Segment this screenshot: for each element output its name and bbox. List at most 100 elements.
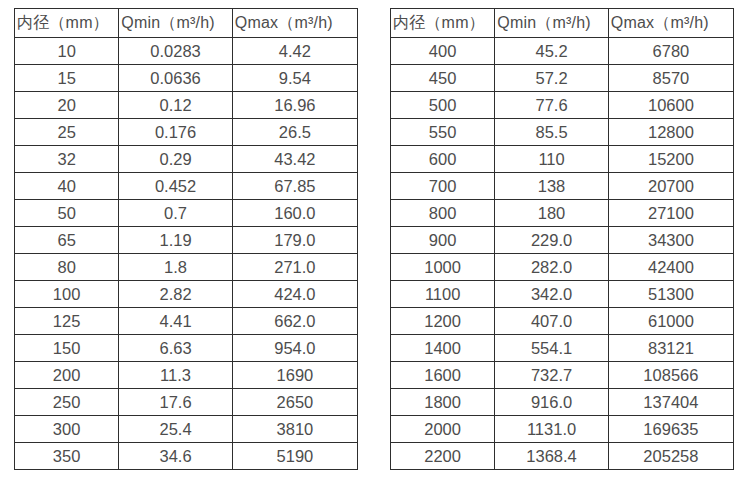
table-cell: 26.5 <box>232 119 357 146</box>
table-cell: 554.1 <box>495 335 609 362</box>
col-header-qmax: Qmax（m³/h) <box>232 9 357 38</box>
table-cell: 250 <box>15 389 119 416</box>
table-cell: 0.0283 <box>119 38 233 65</box>
table-cell: 424.0 <box>232 281 357 308</box>
table-row: 320.2943.42 <box>15 146 358 173</box>
table-cell: 100 <box>15 281 119 308</box>
table-cell: 271.0 <box>232 254 357 281</box>
table-row: 500.7160.0 <box>15 200 358 227</box>
table-cell: 2000 <box>391 416 495 443</box>
table-cell: 150 <box>15 335 119 362</box>
flow-rate-tables: 内径（mm） Qmin（m³/h) Qmax（m³/h) 100.02834.4… <box>0 0 750 470</box>
table-cell: 83121 <box>608 335 733 362</box>
table-cell: 916.0 <box>495 389 609 416</box>
table-cell: 1368.4 <box>495 443 609 470</box>
table-cell: 15200 <box>608 146 733 173</box>
col-header-diameter: 内径（mm） <box>391 9 495 38</box>
table-cell: 8570 <box>608 65 733 92</box>
table-row: 35034.65190 <box>15 443 358 470</box>
table-row: 45057.28570 <box>391 65 734 92</box>
table-cell: 700 <box>391 173 495 200</box>
table-cell: 400 <box>391 38 495 65</box>
table-cell: 450 <box>391 65 495 92</box>
table-row: 20001131.0169635 <box>391 416 734 443</box>
table-cell: 0.12 <box>119 92 233 119</box>
table-cell: 350 <box>15 443 119 470</box>
table-cell: 407.0 <box>495 308 609 335</box>
table-cell: 0.176 <box>119 119 233 146</box>
table-cell: 180 <box>495 200 609 227</box>
table-row: 25017.62650 <box>15 389 358 416</box>
table-cell: 17.6 <box>119 389 233 416</box>
table-cell: 42400 <box>608 254 733 281</box>
table-cell: 25 <box>15 119 119 146</box>
table-cell: 5190 <box>232 443 357 470</box>
table-cell: 2650 <box>232 389 357 416</box>
table-cell: 4.41 <box>119 308 233 335</box>
table-cell: 169635 <box>608 416 733 443</box>
table-cell: 10 <box>15 38 119 65</box>
table-cell: 342.0 <box>495 281 609 308</box>
table-cell: 34300 <box>608 227 733 254</box>
table-cell: 25.4 <box>119 416 233 443</box>
table-cell: 138 <box>495 173 609 200</box>
table-cell: 205258 <box>608 443 733 470</box>
table-row: 70013820700 <box>391 173 734 200</box>
table-row: 1002.82424.0 <box>15 281 358 308</box>
table-cell: 61000 <box>608 308 733 335</box>
table-header: 内径（mm） Qmin（m³/h) Qmax（m³/h) <box>391 9 734 38</box>
table-cell: 43.42 <box>232 146 357 173</box>
table-cell: 1400 <box>391 335 495 362</box>
table-cell: 2200 <box>391 443 495 470</box>
table-cell: 1600 <box>391 362 495 389</box>
table-row: 55085.512800 <box>391 119 734 146</box>
table-row: 22001368.4205258 <box>391 443 734 470</box>
table-cell: 600 <box>391 146 495 173</box>
table-row: 20011.31690 <box>15 362 358 389</box>
flow-table-small-diameters: 内径（mm） Qmin（m³/h) Qmax（m³/h) 100.02834.4… <box>14 8 358 470</box>
table-cell: 1.8 <box>119 254 233 281</box>
table-cell: 200 <box>15 362 119 389</box>
table-cell: 16.96 <box>232 92 357 119</box>
table-cell: 11.3 <box>119 362 233 389</box>
table-cell: 57.2 <box>495 65 609 92</box>
table-row: 900229.034300 <box>391 227 734 254</box>
table-cell: 50 <box>15 200 119 227</box>
col-header-diameter: 内径（mm） <box>15 9 119 38</box>
table-cell: 40 <box>15 173 119 200</box>
table-body: 100.02834.42150.06369.54200.1216.96250.1… <box>15 38 358 470</box>
table-cell: 65 <box>15 227 119 254</box>
table-cell: 732.7 <box>495 362 609 389</box>
table-cell: 1800 <box>391 389 495 416</box>
table-row: 651.19179.0 <box>15 227 358 254</box>
table-cell: 85.5 <box>495 119 609 146</box>
table-row: 1200407.061000 <box>391 308 734 335</box>
table-cell: 229.0 <box>495 227 609 254</box>
table-cell: 1100 <box>391 281 495 308</box>
table-cell: 34.6 <box>119 443 233 470</box>
table-cell: 4.42 <box>232 38 357 65</box>
table-row: 1800916.0137404 <box>391 389 734 416</box>
table-cell: 0.452 <box>119 173 233 200</box>
table-row: 80018027100 <box>391 200 734 227</box>
table-cell: 662.0 <box>232 308 357 335</box>
table-row: 40045.26780 <box>391 38 734 65</box>
table-cell: 0.29 <box>119 146 233 173</box>
table-cell: 3810 <box>232 416 357 443</box>
table-cell: 900 <box>391 227 495 254</box>
table-cell: 800 <box>391 200 495 227</box>
flow-table-large-diameters: 内径（mm） Qmin（m³/h) Qmax（m³/h) 40045.26780… <box>390 8 734 470</box>
table-cell: 160.0 <box>232 200 357 227</box>
table-row: 1100342.051300 <box>391 281 734 308</box>
table-row: 801.8271.0 <box>15 254 358 281</box>
table-cell: 27100 <box>608 200 733 227</box>
table-cell: 125 <box>15 308 119 335</box>
table-row: 150.06369.54 <box>15 65 358 92</box>
table-cell: 15 <box>15 65 119 92</box>
table-row: 400.45267.85 <box>15 173 358 200</box>
table-cell: 1.19 <box>119 227 233 254</box>
table-cell: 77.6 <box>495 92 609 119</box>
table-row: 50077.610600 <box>391 92 734 119</box>
table-cell: 108566 <box>608 362 733 389</box>
table-header: 内径（mm） Qmin（m³/h) Qmax（m³/h) <box>15 9 358 38</box>
